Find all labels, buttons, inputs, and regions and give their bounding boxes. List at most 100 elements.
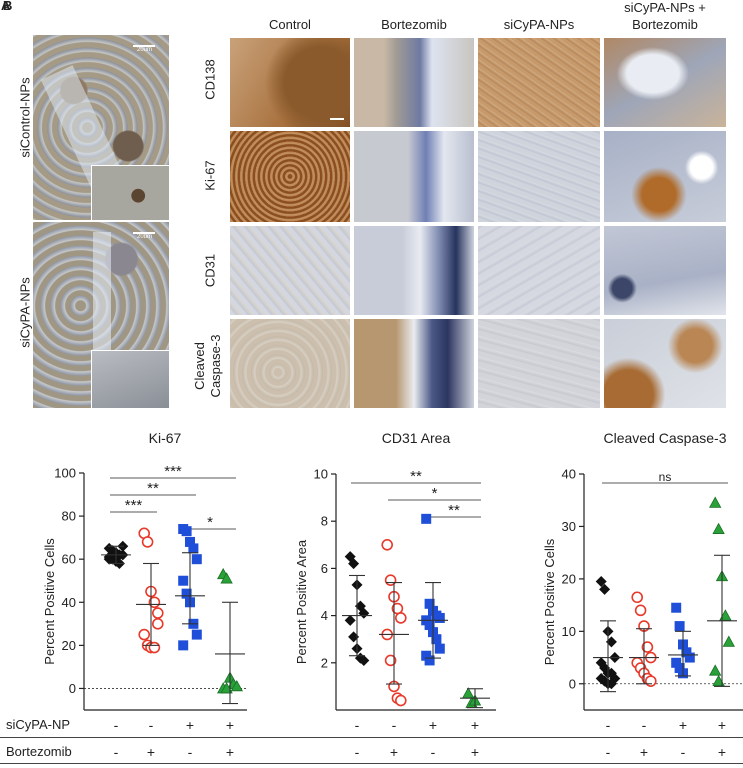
chart-title: Cleaved Caspase-3 [604, 430, 727, 446]
condition-sign: - [354, 717, 360, 733]
condition-sign: - [680, 744, 686, 760]
y-tick-label: 20 [62, 638, 76, 653]
condition-sign: - [605, 717, 611, 733]
y-tick-label: 30 [562, 519, 576, 534]
significance-label: ** [410, 468, 422, 485]
data-point [674, 663, 685, 674]
scale-label: 20um [137, 234, 153, 240]
y-tick-label: 80 [62, 509, 76, 524]
data-point [220, 682, 233, 694]
data-point [631, 591, 644, 604]
condition-sign: + [470, 744, 480, 760]
condition-sign: + [146, 744, 156, 760]
ihc-tile-ki67-control [230, 131, 350, 222]
y-tick-label: 40 [562, 467, 576, 482]
y-tick-label: 4 [321, 608, 328, 623]
condition-sign: + [717, 744, 727, 760]
data-point [595, 576, 607, 588]
data-point [152, 607, 164, 619]
data-point [220, 572, 233, 584]
data-point [384, 654, 397, 667]
y-axis-label: Percent Positive Area [294, 539, 309, 664]
panel-letter-b: B [3, 0, 13, 13]
condition-sign: + [225, 717, 235, 733]
data-point [103, 553, 115, 565]
ihc-tile-ki67-sicypa [478, 131, 600, 222]
data-point [344, 614, 356, 626]
significance-label: ns [659, 470, 672, 484]
condition-sign: - [187, 744, 193, 760]
data-point [709, 664, 722, 676]
y-tick-label: 0 [569, 676, 576, 691]
data-point [434, 612, 445, 623]
condition-sign: + [639, 744, 649, 760]
significance-label: * [207, 514, 213, 531]
condition-sign: - [113, 744, 119, 760]
condition-divider [0, 737, 743, 738]
data-point [230, 679, 243, 692]
scale-bar [133, 45, 155, 47]
inset-zoom [91, 350, 169, 408]
y-tick-label: 60 [62, 552, 76, 567]
condition-sign: + [428, 717, 438, 733]
data-point [424, 598, 435, 609]
ihc-tile-cd138-control [230, 38, 350, 127]
y-tick-label: 6 [321, 561, 328, 576]
data-point [671, 657, 682, 668]
column-header-sicypa: siCyPA-NPs [503, 17, 575, 32]
data-point [181, 588, 192, 599]
scale-bar [133, 232, 155, 234]
column-header-combination: siCyPA-NPs + Bortezomib [624, 0, 706, 32]
y-tick-label: 0 [69, 681, 76, 696]
ihc-tile-cd31-bortezomib [354, 226, 474, 315]
data-point [424, 655, 435, 666]
data-point [681, 647, 692, 658]
y-tick-label: 20 [562, 571, 576, 586]
data-point [394, 694, 407, 707]
data-point [381, 538, 394, 551]
condition-sign: + [717, 717, 727, 733]
data-point [178, 640, 189, 651]
y-axis-label: Percent Positive Cells [542, 538, 557, 665]
significance-label: ** [448, 502, 460, 519]
data-point [634, 604, 647, 617]
column-header-control: Control [269, 17, 311, 32]
condition-sign: - [148, 717, 154, 733]
data-point [671, 602, 682, 613]
data-point [188, 543, 199, 554]
condition-sign: + [470, 717, 480, 733]
ihc-tile-cd31-sicypa [478, 226, 600, 315]
column-header-bortezomib: Bortezomib [381, 17, 447, 32]
micrograph-sicontrol: 20um [33, 35, 169, 220]
data-point [152, 618, 164, 630]
y-tick-label: 8 [321, 514, 328, 529]
data-point [358, 654, 370, 666]
condition-sign: - [605, 744, 611, 760]
significance-label: *** [125, 497, 143, 514]
y-tick-label: 2 [321, 655, 328, 670]
data-point [138, 628, 150, 641]
ihc-tile-cd138-combination [604, 38, 726, 127]
data-point [141, 536, 154, 548]
condition-divider [0, 763, 743, 764]
data-point [178, 575, 189, 586]
inset-zoom [91, 165, 169, 220]
data-point [431, 634, 442, 645]
data-point [348, 631, 360, 643]
data-point [462, 687, 475, 699]
ihc-tile-ki67-combination [604, 131, 726, 222]
chart-title: CD31 Area [382, 430, 451, 446]
data-point [644, 675, 657, 687]
ihc-tile-caspase3-control [230, 319, 350, 408]
significance-label: * [432, 485, 438, 502]
data-point [605, 678, 617, 690]
data-point [434, 643, 445, 654]
micrograph-sicypa: 20um [33, 222, 169, 408]
data-point [348, 558, 360, 570]
data-point [712, 522, 725, 534]
y-tick-label: 10 [562, 624, 576, 639]
data-point [684, 652, 695, 663]
data-point [191, 554, 202, 565]
data-point [722, 635, 735, 647]
